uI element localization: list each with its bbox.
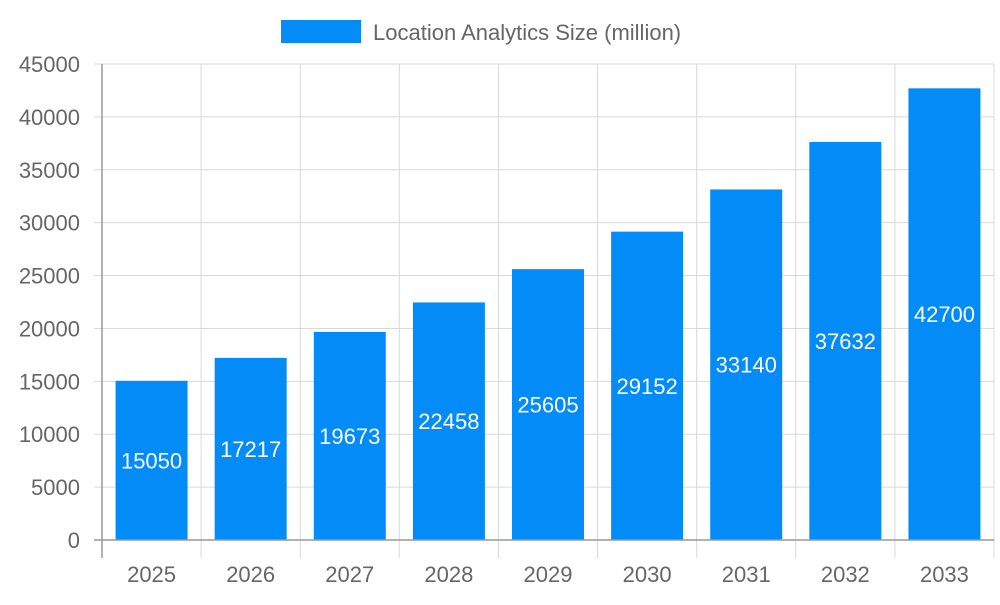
bar[interactable] bbox=[512, 269, 584, 540]
bar-value-label: 17217 bbox=[220, 437, 281, 462]
bar[interactable] bbox=[214, 357, 287, 540]
y-tick-label: 10000 bbox=[19, 422, 80, 447]
y-tick-label: 15000 bbox=[19, 369, 80, 394]
bar[interactable] bbox=[313, 331, 386, 540]
legend-label: Location Analytics Size (million) bbox=[373, 20, 681, 45]
y-tick-label: 40000 bbox=[19, 105, 80, 130]
x-tick-label: 2028 bbox=[424, 562, 473, 587]
bar-value-label: 15050 bbox=[121, 448, 182, 473]
bar[interactable] bbox=[809, 141, 882, 540]
y-axis-ticks: 0 5000 10000 15000 20000 25000 30000 35000 40000… bbox=[19, 52, 80, 553]
x-tick-label: 2030 bbox=[623, 562, 672, 587]
bar-value-label: 42700 bbox=[914, 302, 975, 327]
x-axis-ticks: 2025 2026 2027 2028 2029 2030 2031 2032 2033 bbox=[127, 562, 969, 587]
bar[interactable] bbox=[611, 231, 684, 540]
x-tick-label: 2029 bbox=[524, 562, 573, 587]
axes bbox=[94, 64, 994, 558]
bar-value-label: 37632 bbox=[815, 329, 876, 354]
x-tick-label: 2031 bbox=[722, 562, 771, 587]
x-tick-label: 2026 bbox=[226, 562, 275, 587]
bar-value-label: 29152 bbox=[617, 374, 678, 399]
data-labels: 15050 17217 19673 22458 25605 29152 33140 37632… bbox=[121, 302, 975, 473]
y-tick-label: 0 bbox=[68, 528, 80, 553]
bars bbox=[115, 88, 981, 540]
bar[interactable] bbox=[710, 189, 783, 540]
y-tick-label: 45000 bbox=[19, 52, 80, 77]
bar-value-label: 33140 bbox=[716, 353, 777, 378]
x-tick-label: 2032 bbox=[821, 562, 870, 587]
y-tick-label: 25000 bbox=[19, 264, 80, 289]
legend[interactable]: Location Analytics Size (million) bbox=[281, 20, 681, 45]
bar-value-label: 19673 bbox=[319, 424, 380, 449]
bar[interactable] bbox=[115, 380, 188, 540]
y-tick-label: 20000 bbox=[19, 316, 80, 341]
bar[interactable] bbox=[412, 302, 485, 540]
y-tick-label: 35000 bbox=[19, 158, 80, 183]
bar-value-label: 22458 bbox=[418, 409, 479, 434]
bar-value-label: 25605 bbox=[517, 393, 578, 418]
x-tick-label: 2027 bbox=[325, 562, 374, 587]
x-tick-label: 2025 bbox=[127, 562, 176, 587]
y-tick-label: 5000 bbox=[31, 475, 80, 500]
y-tick-label: 30000 bbox=[19, 211, 80, 236]
bar[interactable] bbox=[908, 88, 981, 540]
legend-swatch bbox=[281, 20, 361, 43]
x-tick-label: 2033 bbox=[920, 562, 969, 587]
